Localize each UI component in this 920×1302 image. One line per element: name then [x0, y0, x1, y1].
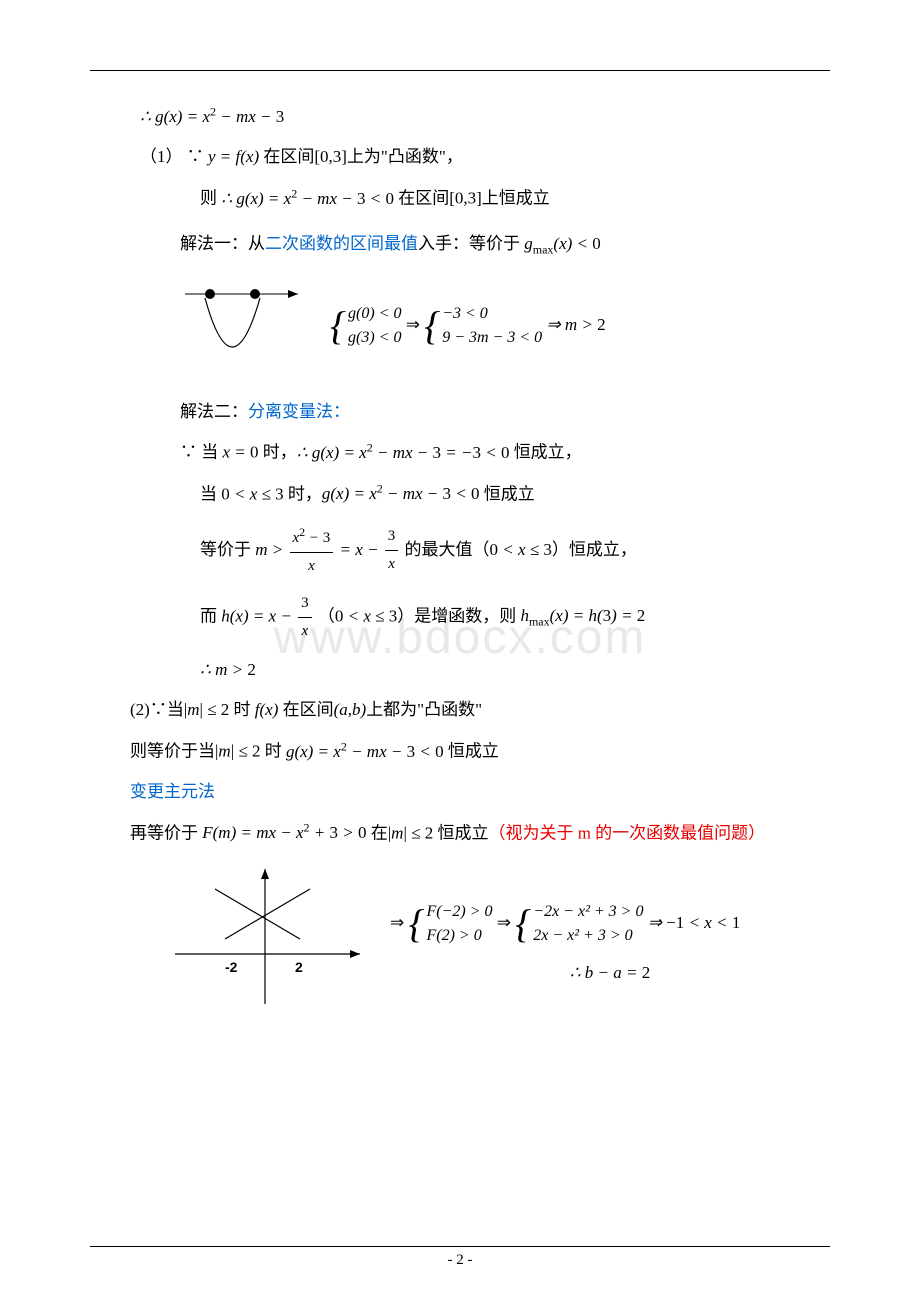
lines-diagram: -2 2: [170, 864, 370, 1025]
x-zero-case: ∵ 当 x = 0 时，∴ g(x) = x2 − mx − 3 = −3 < …: [90, 437, 830, 468]
brace-g3: g(3) < 0: [348, 329, 401, 346]
brace-2x: 2x − x² + 3 > 0: [533, 927, 632, 944]
method1-label: 解法一：从二次函数的区间最值入手：等价于 gmax(x) < 0: [90, 229, 830, 261]
parabola-diagram: [180, 276, 310, 377]
part1-intro: （1） ∵ y = f(x) 在区间[0,3]上为"凸函数"，: [90, 142, 830, 173]
formula-gx: ∴ g(x) = x2 − mx − 3: [90, 101, 830, 132]
part2-equiv: 则等价于当|m| ≤ 2 时 g(x) = x2 − mx − 3 < 0 恒成…: [90, 736, 830, 767]
lines-math: ⇒ { F(−2) > 0 F(2) > 0 ⇒ { −2x − x² + 3 …: [370, 900, 830, 989]
parabola-row: { g(0) < 0 g(3) < 0 ⇒ { −3 < 0 9 − 3m − …: [90, 276, 830, 377]
brace-F-2: F(−2) > 0: [427, 903, 493, 920]
part2-intro: (2)∵当|m| ≤ 2 时 f(x) 在区间(a,b)上都为"凸函数": [90, 695, 830, 726]
brace-g0: g(0) < 0: [348, 305, 401, 322]
brace-9-3m: 9 − 3m − 3 < 0: [442, 329, 542, 346]
m-gt-2: ∴ m > 2: [90, 655, 830, 686]
x-range-case: 当 0 < x ≤ 3 时，g(x) = x2 − mx − 3 < 0 恒成立: [90, 479, 830, 510]
page-number: - 2 -: [0, 1247, 920, 1274]
method2-label: 解法二：分离变量法：: [90, 397, 830, 428]
brace-neg2x: −2x − x² + 3 > 0: [533, 903, 643, 920]
page-content: ∴ g(x) = x2 − mx − 3 （1） ∵ y = f(x) 在区间[…: [90, 70, 830, 1025]
equiv-m: 等价于 m > x2 − 3x = x − 3x 的最大值（0 < x ≤ 3）…: [90, 522, 830, 580]
brace-neg3: −3 < 0: [442, 305, 488, 322]
svg-text:2: 2: [295, 959, 303, 975]
top-rule: [90, 70, 830, 71]
Fm-line: 再等价于 F(m) = mx − x2 + 3 > 0 在|m| ≤ 2 恒成立…: [90, 818, 830, 849]
parabola-math: { g(0) < 0 g(3) < 0 ⇒ { −3 < 0 9 − 3m − …: [310, 302, 830, 350]
red-note: （视为关于 m 的一次函数最值问题）: [488, 823, 765, 842]
blue-text-1: 二次函数的区间最值: [265, 234, 418, 253]
lines-graph-row: -2 2 ⇒ { F(−2) > 0 F(2) > 0 ⇒ { −: [90, 864, 830, 1025]
hx-line: 而 h(x) = x − 3x （0 < x ≤ 3）是增函数，则 hmax(x…: [90, 590, 830, 645]
change-var-label: 变更主元法: [90, 777, 830, 808]
brace-F2: F(2) > 0: [427, 927, 482, 944]
blue-text-2: 分离变量法：: [248, 402, 350, 421]
part1-then: 则 ∴ g(x) = x2 − mx − 3 < 0 在区间[0,3]上恒成立: [90, 183, 830, 214]
svg-text:-2: -2: [225, 959, 238, 975]
